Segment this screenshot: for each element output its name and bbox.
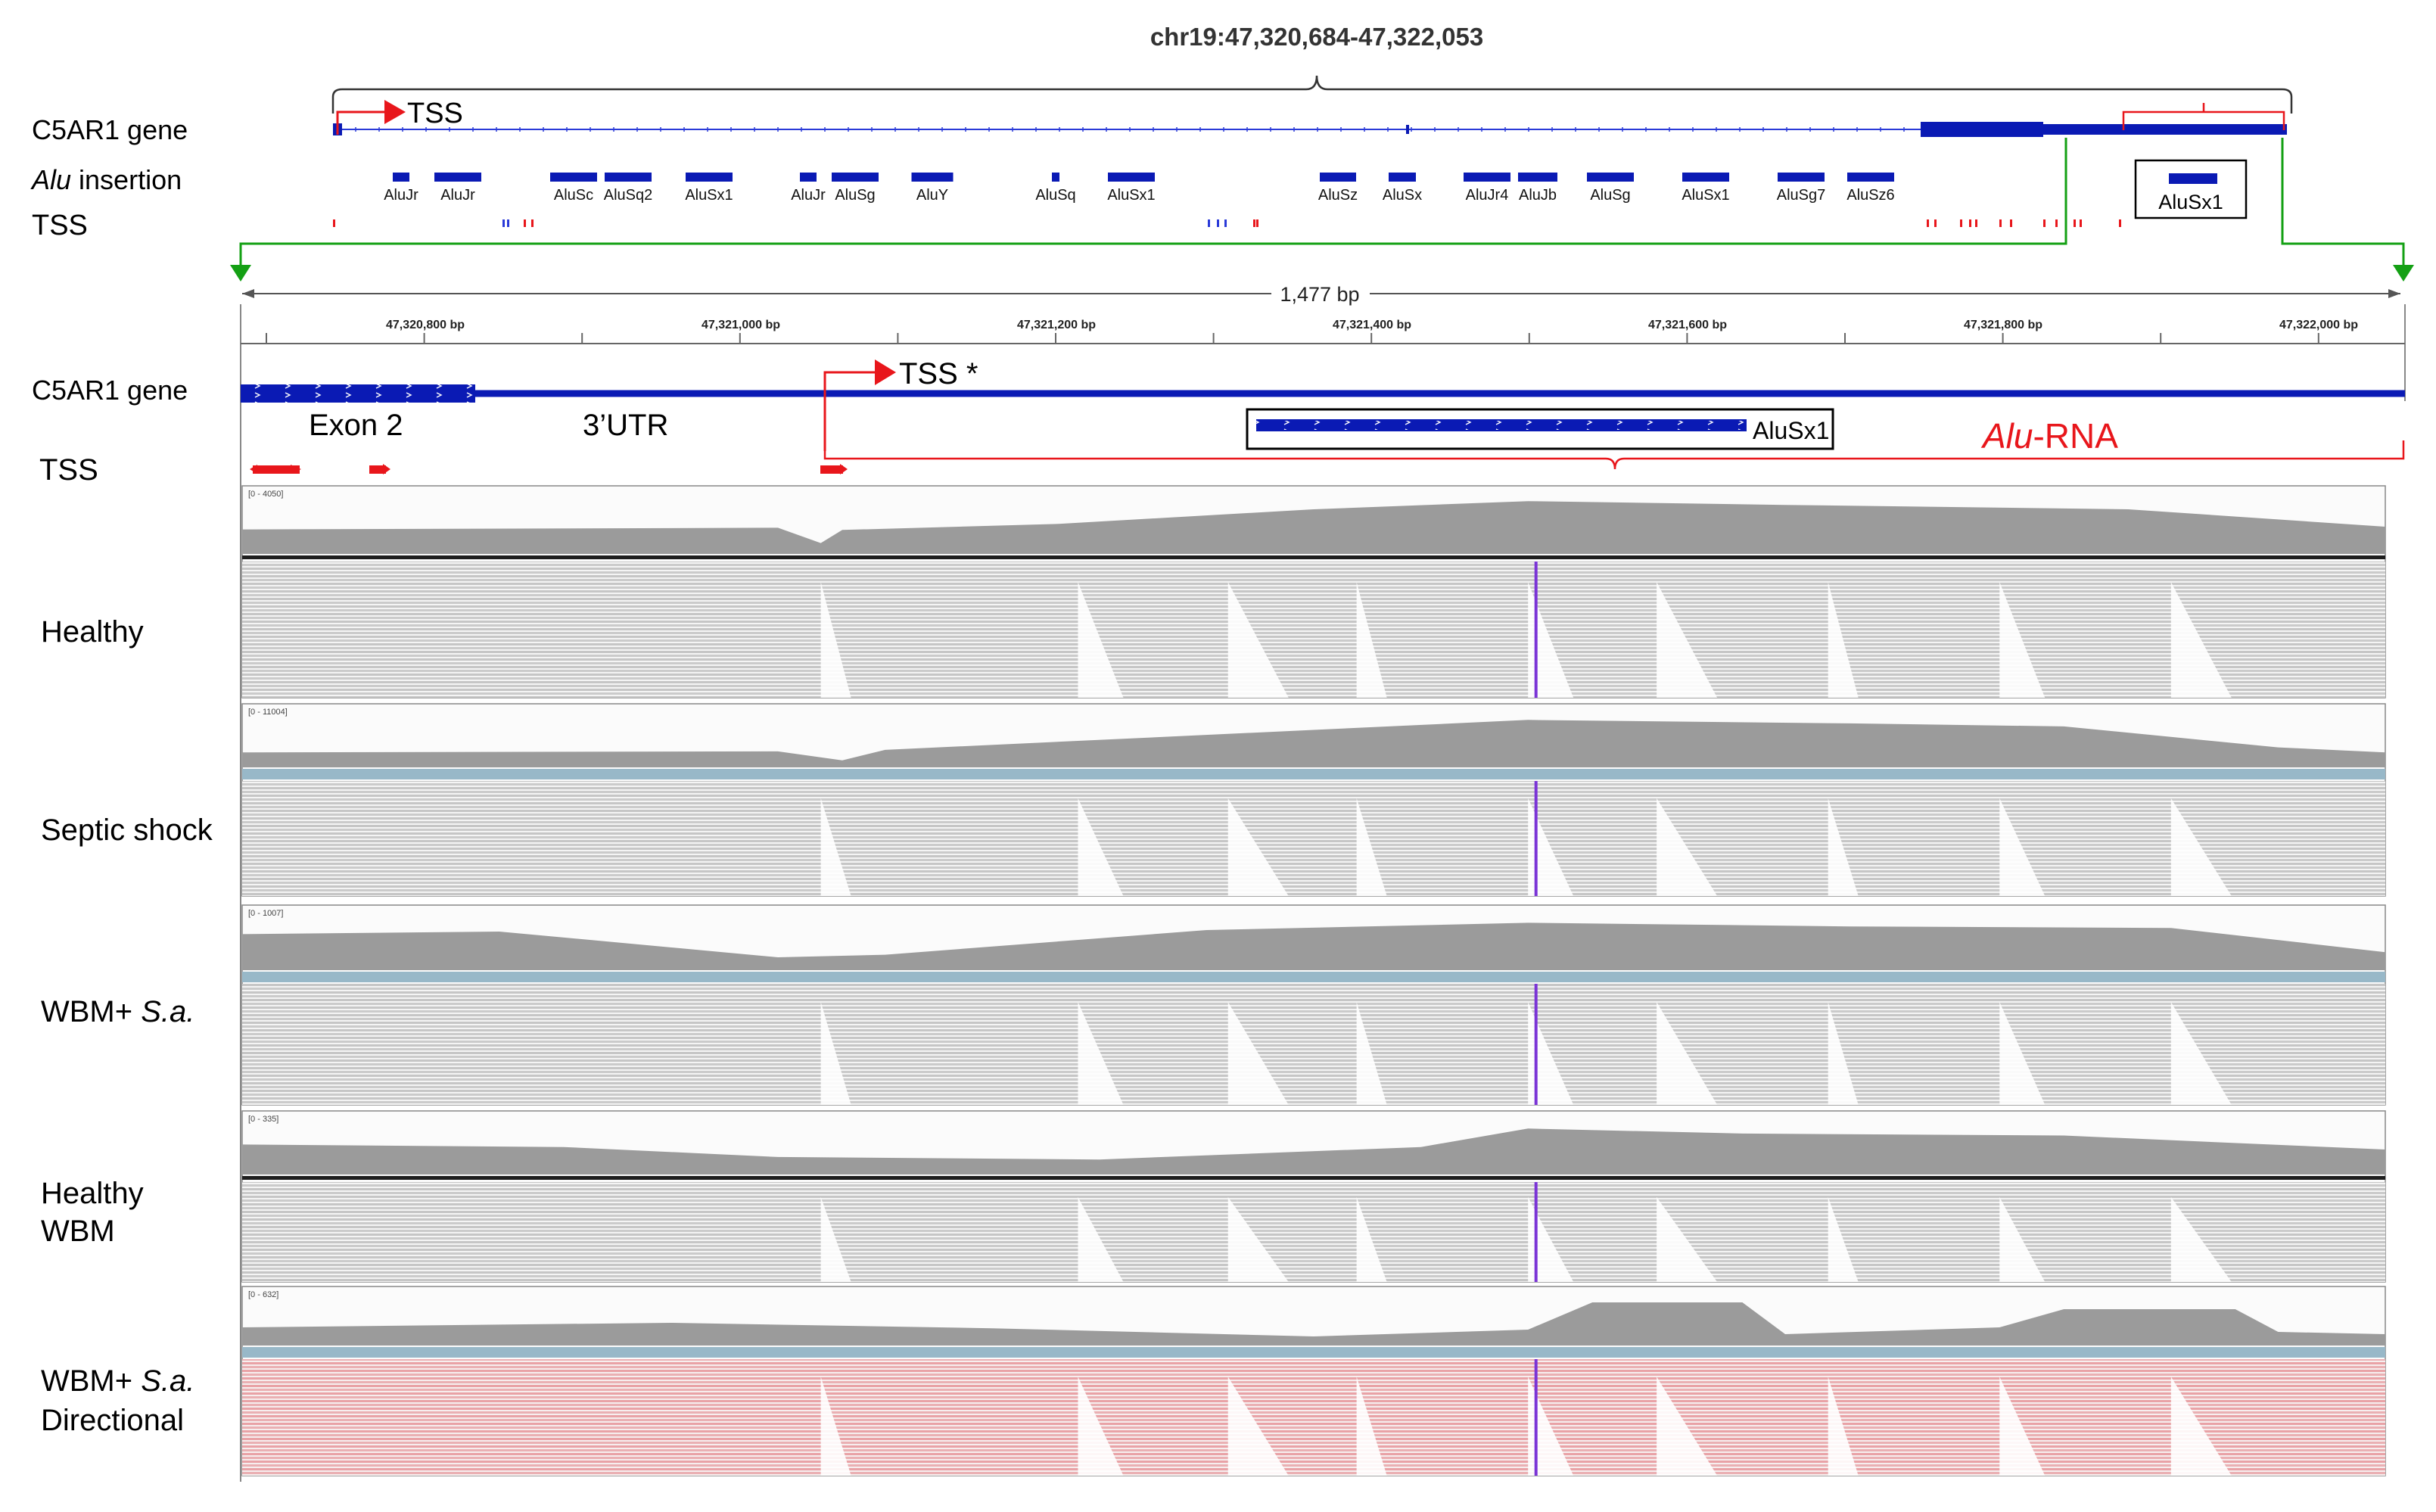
overview-alu-label: Alu insertion <box>30 164 182 195</box>
alu-block <box>1682 173 1729 182</box>
alu-block <box>1587 173 1634 182</box>
zoom-gene-track <box>241 384 2405 403</box>
overview-gene-track <box>333 122 2287 137</box>
coverage-range-label: [0 - 1007] <box>248 909 283 918</box>
alu-element-label: AluSz <box>1318 187 1358 204</box>
alu-rna-label: Alu-RNA <box>1980 416 2118 456</box>
coverage-track <box>242 1302 2385 1346</box>
alu-element-label: AluJr4 <box>1466 187 1509 204</box>
read-alignments <box>242 781 2385 896</box>
region-title: chr19:47,320,684-47,322,053 <box>1150 23 1483 51</box>
ruler-tick-label: 47,322,000 bp <box>2279 319 2358 331</box>
alu-block <box>550 173 597 182</box>
alu-block <box>800 173 817 182</box>
alu-block <box>832 173 879 182</box>
overview-tss-track <box>333 219 2121 227</box>
alu-element-label: AluJr <box>384 187 418 204</box>
sample-label: Septic shock <box>41 814 213 847</box>
overview-tss-marker: TSS <box>407 98 463 129</box>
zoom-tss-track <box>250 464 848 474</box>
sample-label: WBM+ S.a. <box>41 995 194 1028</box>
coverage-track <box>242 922 2385 970</box>
overview-alu-track: AluJr AluJr AluSc AluSq2 AluSx1 AluJr AluSg Alu… <box>384 173 1895 204</box>
read-alignments <box>242 1359 2385 1476</box>
alu-block <box>1464 173 1510 182</box>
coverage-track <box>242 1128 2385 1174</box>
alu-rna-bracket <box>823 440 2405 470</box>
overview-alusx1-block <box>2169 173 2217 184</box>
sample-panel: Healthy [0 - 4050] <box>41 485 2386 698</box>
alu-element-label: AluSg <box>1590 187 1630 204</box>
zoom-tss-label: TSS <box>39 453 98 487</box>
alu-element-label: AluSc <box>554 187 593 204</box>
alu-element-label: AluSx1 <box>1107 187 1155 204</box>
alu-block <box>1052 173 1059 182</box>
overview-alusx1-label: AluSx1 <box>2158 191 2223 213</box>
zoom-ruler: 1,477 bp 47,320,800 bp 47,321,000 bp 47,32… <box>240 283 2406 1482</box>
alu-element-label: AluSg7 <box>1777 187 1826 204</box>
zoom-alusx1-label: AluSx1 <box>1753 417 1829 444</box>
coverage-range-label: [0 - 11004] <box>248 708 288 717</box>
alu-block <box>686 173 733 182</box>
coverage-range-label: [0 - 335] <box>248 1115 278 1124</box>
alu-block <box>1847 173 1894 182</box>
overview-alusx1-box <box>2134 159 2248 219</box>
sample-label: Healthy WBM <box>41 1177 144 1248</box>
sample-panel: Septic shock [0 - 11004] <box>41 703 2386 897</box>
sample-panel: WBM+ S.a. [0 - 1007] <box>41 904 2386 1106</box>
ruler-tick-label: 47,321,200 bp <box>1017 319 1096 331</box>
alu-block <box>1108 173 1155 182</box>
overview-alu-rna-bracket <box>2122 103 2285 130</box>
alu-block <box>393 173 409 182</box>
alu-block <box>1320 173 1356 182</box>
alu-element-label: AluJb <box>1519 187 1557 204</box>
zoom-tss-marker: TSS * <box>899 357 978 390</box>
zoom-tss-arrow: TSS * <box>823 357 978 451</box>
alu-element-label: AluSz6 <box>1846 187 1894 204</box>
alu-block <box>1778 173 1825 182</box>
read-alignments <box>242 1182 2385 1282</box>
alu-element-label: AluSq <box>1035 187 1075 204</box>
coverage-range-label: [0 - 4050] <box>248 490 283 499</box>
ruler-tick-label: 47,320,800 bp <box>386 319 465 331</box>
alu-element-label: AluSg <box>835 187 875 204</box>
overview-tss-label: TSS <box>32 210 88 241</box>
region-brace <box>331 75 2293 114</box>
alu-block <box>911 173 954 182</box>
alu-block <box>1518 173 1557 182</box>
alu-element-label: AluSq2 <box>604 187 653 204</box>
ruler-tick-label: 47,321,600 bp <box>1648 319 1727 331</box>
ruler-tick-label: 47,321,800 bp <box>1964 319 2042 331</box>
coverage-track <box>242 720 2385 767</box>
sample-label: Healthy <box>41 615 144 649</box>
zoom-alusx1-block <box>1256 419 1747 431</box>
exon-label: Exon 2 <box>309 409 403 442</box>
alu-element-label: AluY <box>916 187 948 204</box>
overview-tss-arrow: TSS <box>336 98 463 135</box>
read-alignments <box>242 984 2385 1105</box>
alu-element-label: AluSx <box>1383 187 1422 204</box>
alu-element-label: AluSx1 <box>685 187 733 204</box>
alu-block <box>1389 173 1416 182</box>
read-alignments <box>242 562 2385 698</box>
zoom-span-label: 1,477 bp <box>1280 283 1359 306</box>
sample-panel: Healthy WBM [0 - 335] <box>41 1110 2386 1283</box>
utr-label: 3’UTR <box>583 409 668 442</box>
alu-element-label: AluJr <box>791 187 826 204</box>
sample-panel: WBM+ S.a. Directional [0 - 632] <box>41 1286 2386 1476</box>
sample-label: WBM+ S.a. Directional <box>41 1364 194 1437</box>
zoom-alusx1-box <box>1246 408 1834 450</box>
alu-block <box>434 173 481 182</box>
zoom-gene-label: C5AR1 gene <box>32 375 188 406</box>
alu-element-label: AluSx1 <box>1682 187 1729 204</box>
alu-block <box>605 173 652 182</box>
coverage-track <box>242 501 2385 554</box>
overview-gene-label: C5AR1 gene <box>32 114 188 145</box>
zoom-connector <box>239 138 2405 266</box>
alu-element-label: AluJr <box>440 187 475 204</box>
ruler-tick-label: 47,321,000 bp <box>702 319 780 331</box>
coverage-range-label: [0 - 632] <box>248 1290 278 1299</box>
ruler-tick-label: 47,321,400 bp <box>1333 319 1411 331</box>
